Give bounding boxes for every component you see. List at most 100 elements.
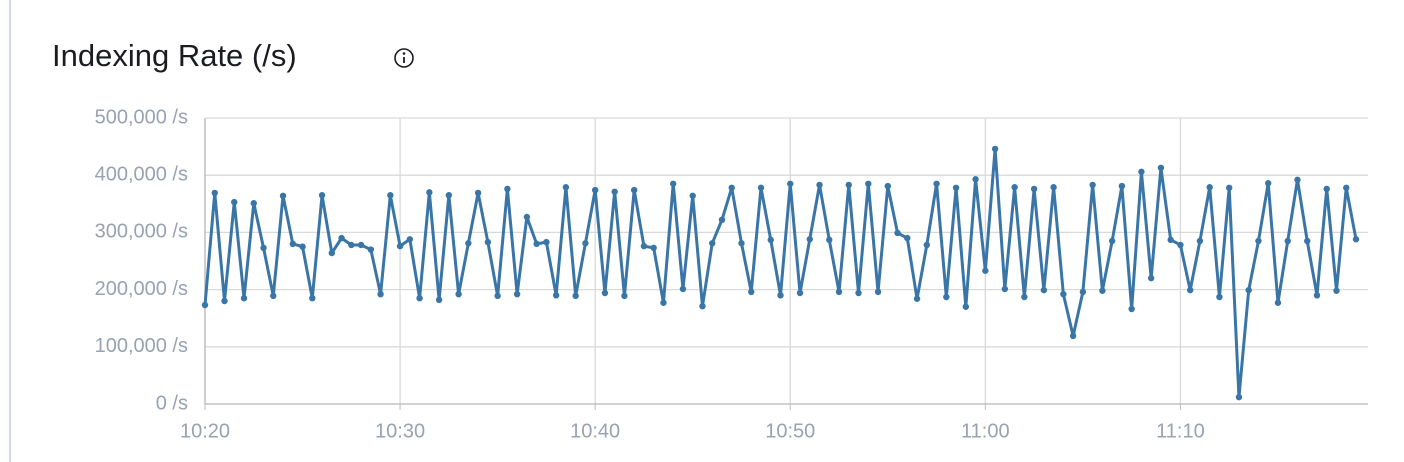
point <box>426 189 433 196</box>
point <box>962 303 970 310</box>
point <box>1216 293 1223 301</box>
point <box>767 236 774 244</box>
point <box>201 301 209 309</box>
point <box>835 288 843 296</box>
point <box>1333 287 1340 294</box>
point <box>777 292 784 299</box>
point <box>1196 237 1204 245</box>
point <box>367 246 375 253</box>
point <box>1265 180 1272 187</box>
point <box>465 240 472 247</box>
point <box>1069 332 1077 340</box>
point <box>396 242 404 250</box>
point <box>260 244 267 252</box>
point <box>1128 305 1135 313</box>
point <box>1001 285 1009 293</box>
point <box>1304 237 1311 245</box>
point <box>718 216 726 224</box>
point <box>943 293 950 301</box>
point <box>923 241 931 249</box>
point <box>1157 164 1165 171</box>
point <box>748 288 755 296</box>
point <box>787 180 794 187</box>
point <box>913 295 921 302</box>
point <box>406 236 414 243</box>
point <box>1060 290 1067 298</box>
y-tick-label: 400,000 /s <box>95 163 188 185</box>
point <box>1294 176 1301 183</box>
point <box>1313 292 1321 299</box>
point <box>972 176 979 183</box>
point <box>445 192 453 199</box>
point <box>894 229 901 237</box>
point <box>1011 184 1018 191</box>
point <box>884 182 891 190</box>
point <box>1284 237 1291 245</box>
point <box>826 236 833 244</box>
x-tick-label: 11:00 <box>961 420 1010 442</box>
point <box>621 292 628 300</box>
x-tick-label: 10:20 <box>180 420 230 442</box>
x-tick-label: 10:30 <box>375 420 425 442</box>
point <box>1089 181 1096 189</box>
point <box>513 290 521 298</box>
point <box>757 184 765 191</box>
point <box>1030 185 1038 193</box>
point <box>855 289 862 297</box>
point <box>1177 241 1184 249</box>
point <box>572 292 579 300</box>
point <box>1167 236 1174 244</box>
point <box>1323 185 1330 193</box>
y-tick-label: 200,000 /s <box>95 278 188 300</box>
point <box>806 236 813 243</box>
point <box>328 249 336 257</box>
point <box>504 185 511 193</box>
series-line <box>203 147 1358 399</box>
point <box>1118 182 1126 190</box>
point <box>601 289 609 297</box>
point <box>270 292 277 300</box>
point <box>660 299 667 306</box>
point <box>357 241 365 249</box>
point <box>816 181 823 189</box>
point <box>279 192 287 199</box>
point <box>494 292 501 300</box>
point <box>1352 236 1360 243</box>
point <box>709 240 716 247</box>
point <box>1079 288 1087 296</box>
point <box>289 240 296 248</box>
point <box>221 297 228 305</box>
y-tick-label: 300,000 /s <box>95 221 188 243</box>
point <box>338 234 345 242</box>
point <box>611 188 618 195</box>
point <box>874 288 882 296</box>
y-tick-label: 0 /s <box>156 392 188 414</box>
point <box>1108 237 1116 245</box>
point <box>1245 286 1252 294</box>
point <box>991 145 999 153</box>
point <box>1050 184 1057 191</box>
x-tick-label: 10:40 <box>570 420 620 442</box>
point <box>299 243 306 250</box>
point <box>562 184 570 191</box>
point <box>1225 184 1233 191</box>
x-tick-label: 10:50 <box>765 420 815 442</box>
point <box>1099 287 1106 294</box>
x-tick-label: 11:10 <box>1156 420 1205 442</box>
point <box>728 184 735 191</box>
point <box>1343 184 1350 191</box>
point <box>533 240 540 248</box>
point <box>689 192 696 199</box>
point <box>679 285 687 293</box>
info-icon[interactable] <box>394 48 414 68</box>
point <box>982 267 989 274</box>
point <box>309 294 316 302</box>
chart-title: Indexing Rate (/s) <box>52 38 297 73</box>
point <box>240 294 248 302</box>
point <box>387 192 394 199</box>
point <box>1235 393 1243 401</box>
point <box>1040 286 1048 294</box>
point <box>377 290 384 298</box>
point <box>865 180 872 187</box>
point <box>845 181 852 189</box>
